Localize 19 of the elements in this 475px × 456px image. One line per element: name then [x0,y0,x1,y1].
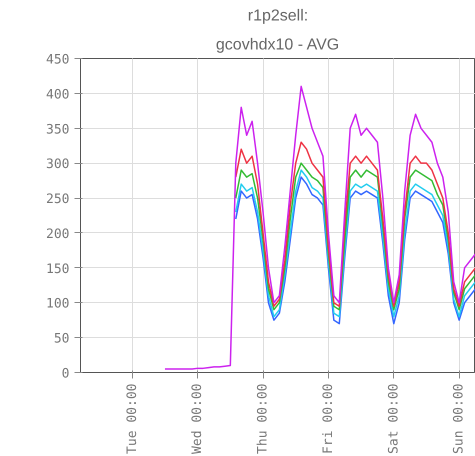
x-tick-label: Sun 00:00 [452,383,467,454]
y-tick-label: 450 [46,52,70,68]
line-series [164,86,475,370]
y-tick-label: 250 [46,192,70,208]
y-tick-label: 350 [46,122,70,138]
chart-subtitle: gcovhdx10 - AVG [216,36,340,54]
x-tick-label: Wed 00:00 [190,383,206,454]
y-tick-label: 50 [54,332,70,347]
x-tick-label: Thu 00:00 [256,383,271,454]
chart-title: r1p2sell: [248,8,308,24]
y-tick-label: 300 [46,157,70,172]
x-tick-label: Tue 00:00 [124,383,140,454]
x-tick-label: Fri 00:00 [320,383,336,454]
x-tick-label: Sat 00:00 [386,383,402,454]
y-tick-label: 0 [62,366,70,382]
y-tick-label: 150 [46,262,70,277]
y-tick-label: 200 [46,226,70,242]
y-tick-label: 400 [46,87,70,102]
y-tick-label: 100 [46,296,70,312]
